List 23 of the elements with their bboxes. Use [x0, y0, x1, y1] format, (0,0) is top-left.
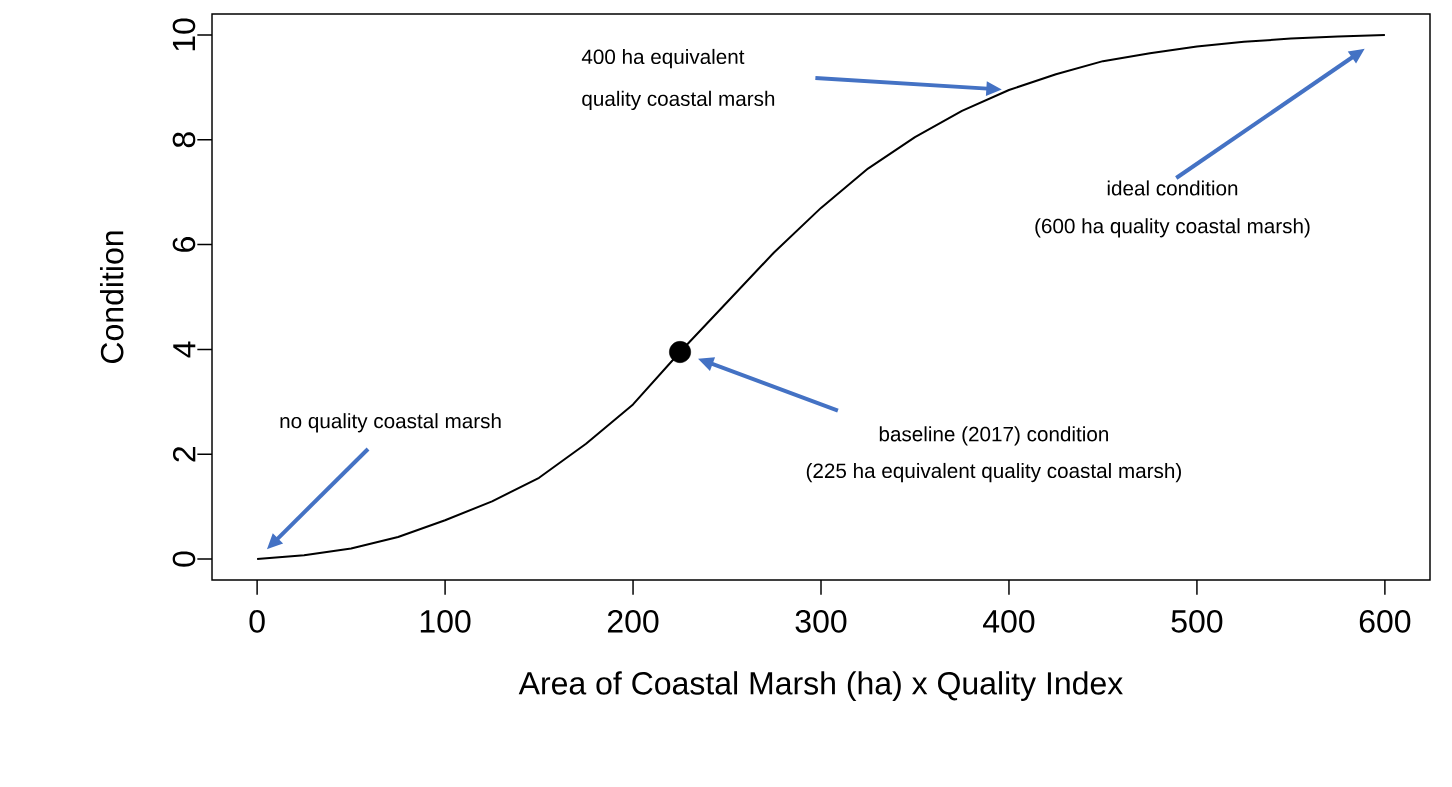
- x-tick-label: 0: [249, 610, 265, 633]
- y-tick-label: 4: [173, 341, 196, 358]
- y-axis-title: Condition: [99, 231, 124, 363]
- x-tick-label: 600: [1359, 610, 1411, 633]
- y-tick-label: 2: [172, 446, 196, 462]
- annotation: (225 ha equivalent quality coastal marsh): [806, 462, 1181, 483]
- y-tick-label: 0: [172, 551, 196, 567]
- line-series: [256, 33, 1386, 561]
- x-axis-title: Area of Coastal Marsh (ha) x Quality Index: [518, 671, 1123, 702]
- y-tick-label: 8: [172, 132, 196, 148]
- annotation: no quality coastal marsh: [280, 413, 501, 433]
- annotation: ideal condition: [1107, 180, 1238, 196]
- annotation: quality coastal marsh: [582, 90, 775, 111]
- annotation: 400 ha equivalent: [581, 48, 745, 69]
- x-tick-label: 200: [607, 610, 659, 633]
- x-tick-label: 400: [983, 610, 1035, 633]
- y-tick-label: 6: [172, 237, 196, 252]
- annotation: (600 ha quality coastal marsh): [1035, 218, 1310, 238]
- y-tick-label: 10: [172, 18, 196, 51]
- x-tick-label: 100: [420, 610, 471, 633]
- x-tick-label: 300: [795, 610, 847, 633]
- x-tick-label: 500: [1171, 610, 1223, 633]
- annotation: baseline (2017) condition: [879, 426, 1108, 446]
